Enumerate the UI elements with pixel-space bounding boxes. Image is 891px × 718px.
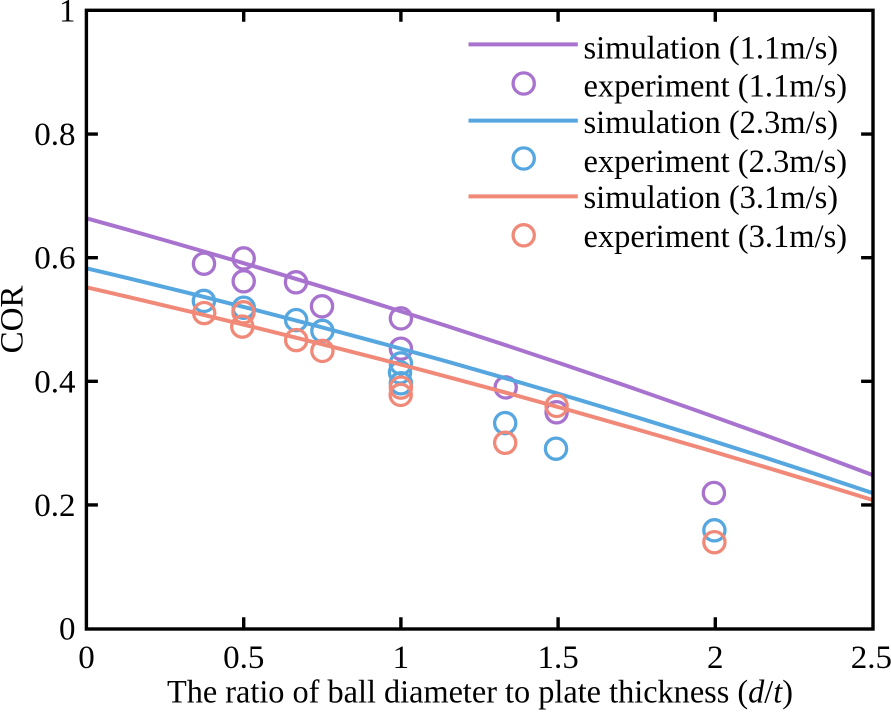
svg-text:simulation (3.1m/s): simulation (3.1m/s) [584,180,839,216]
svg-text:1.5: 1.5 [537,640,578,676]
svg-text:experiment (1.1m/s): experiment (1.1m/s) [584,69,848,105]
svg-text:0.4: 0.4 [34,364,75,400]
svg-text:simulation (1.1m/s): simulation (1.1m/s) [584,31,839,67]
svg-text:experiment (2.3m/s): experiment (2.3m/s) [584,144,848,180]
svg-text:0.5: 0.5 [223,640,264,676]
svg-text:2: 2 [707,640,724,676]
svg-text:0.6: 0.6 [34,241,75,277]
svg-text:0.2: 0.2 [34,488,75,524]
svg-text:The ratio of ball diameter to: The ratio of ball diameter to plate thic… [167,673,793,709]
svg-text:COR: COR [0,286,31,354]
svg-text:1: 1 [393,640,410,676]
svg-text:0.8: 0.8 [34,117,75,153]
svg-text:0: 0 [59,612,76,648]
svg-text:2.5: 2.5 [851,640,891,676]
svg-text:experiment (3.1m/s): experiment (3.1m/s) [584,219,848,255]
svg-text:simulation (2.3m/s): simulation (2.3m/s) [584,105,839,141]
svg-text:1: 1 [59,0,76,30]
svg-text:0: 0 [78,640,95,676]
